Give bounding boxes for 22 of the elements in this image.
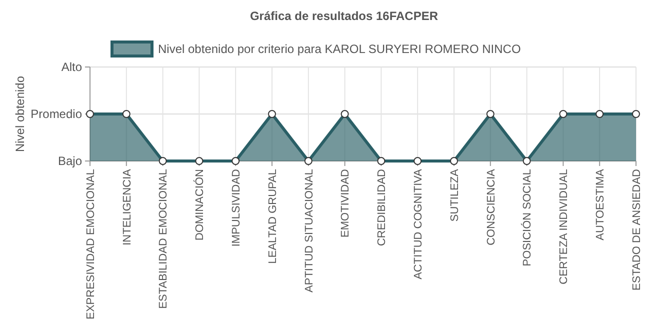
x-tick-label: DOMINACIÓN [193,168,206,240]
x-tick-label: IMPULSIVIDAD [230,168,242,247]
x-tick-label: ESTABILIDAD EMOCIONAL [158,169,170,309]
chart-title: Gráfica de resultados 16FACPER [250,9,438,23]
x-tick-label: EMOTIVIDAD [340,168,352,238]
x-tick-label: EXPRESIVIDAD EMOCIONAL [84,169,97,320]
legend-label: Nivel obtenido por criterio para KAROL SURYERI ROMERO NINCO [158,42,521,56]
text: Bajo [58,154,82,168]
x-tick-label: CERTEZA INDIVIDUAL [558,169,570,284]
x-tick-label: INTELIGENCIA [121,168,134,246]
x-tick-label: CONSCIENCIA [485,168,498,246]
text: Alto [61,60,82,74]
y-axis-title: Nivel obtenido [13,76,27,152]
x-tick-label: LEALTAD GRUPAL [266,169,279,264]
x-tick-label: ESTADO DE ANSIEDAD [630,168,643,290]
x-tick-label: POSICIÓN SOCIAL [520,169,534,266]
x-tick-label: AUTOESTIMA [594,168,606,240]
x-tick-label: APTITUD SITUACIONAL [303,169,316,292]
x-tick-label: CREDIBILIDAD [376,168,388,246]
text: Promedio [30,107,82,122]
x-tick-label: ACTITUD COGNITIVA [412,168,424,280]
x-tick-label: SUTILEZA [448,168,461,222]
